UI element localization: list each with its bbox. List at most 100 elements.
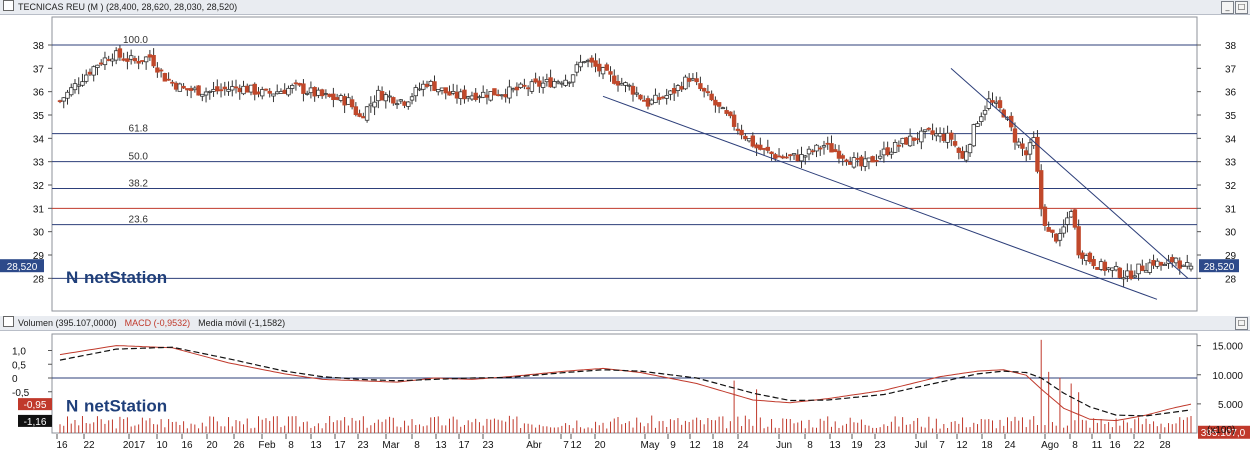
date-label: 2017 — [123, 440, 146, 451]
date-label: 8 — [807, 440, 813, 451]
candle-body — [499, 94, 505, 97]
candle-body — [304, 92, 310, 95]
candle-body — [1016, 141, 1021, 146]
candle-body — [297, 83, 302, 86]
candle-body — [956, 147, 962, 153]
candle-body — [200, 93, 205, 97]
candle-body — [949, 132, 954, 140]
candle-body — [705, 91, 711, 94]
price-plot-area — [51, 16, 1198, 312]
candle-body — [106, 59, 111, 61]
candle-body — [1177, 260, 1182, 269]
lower-trend-line — [602, 95, 1158, 300]
candle-body — [510, 88, 516, 91]
candle-body — [132, 58, 138, 62]
candle-body — [353, 106, 359, 115]
candle-body — [997, 100, 1003, 109]
candle-body — [1188, 265, 1194, 270]
candle-body — [795, 154, 800, 162]
date-label: 8 — [1072, 440, 1078, 451]
candle-body — [1012, 128, 1018, 143]
date-label: 24 — [737, 440, 749, 451]
candle-body — [278, 91, 284, 94]
y-tick-label-left: 32 — [33, 181, 45, 192]
candle-body — [1076, 226, 1081, 256]
candle-body — [761, 148, 767, 150]
candle-body — [686, 77, 692, 82]
candle-body — [671, 87, 677, 94]
candle-body — [967, 144, 973, 154]
candle-body — [1106, 267, 1111, 270]
candle-body — [907, 135, 913, 147]
candle-body — [222, 86, 227, 90]
y-tick-label-left: 34 — [33, 134, 45, 145]
date-label: May — [641, 440, 660, 451]
candle-body — [836, 150, 842, 159]
candle-body — [990, 100, 995, 103]
candle-body — [679, 86, 684, 90]
price-panel-title: TECNICAS REU (M ) (28,400, 28,620, 28,03… — [18, 2, 238, 12]
candle-body — [1095, 267, 1100, 270]
indicator-chart[interactable]: 1,0 0,5 0 -0,5 15.000 10.000 5.000 -0,95 -1,16 39… — [0, 331, 1250, 454]
y-tick-label-left: 29 — [33, 251, 45, 262]
candle-body — [728, 111, 733, 117]
netstation-logo-text: netStation — [84, 268, 167, 287]
candle-body — [226, 88, 231, 92]
candle-body — [716, 102, 722, 107]
macd-tick-label: 1,0 — [12, 347, 26, 358]
maximize-button[interactable]: □ — [1235, 1, 1248, 14]
price-chart[interactable]: 28 28 29 29 30 30 31 31 32 32 33 33 34 34 35 35 36 36 37 37… — [0, 15, 1250, 315]
candle-body — [529, 81, 535, 92]
candle-body — [559, 82, 565, 85]
candle-body — [95, 64, 100, 68]
minimize-button[interactable]: _ — [1221, 1, 1234, 14]
candle-body — [1091, 259, 1096, 267]
candle-body — [552, 81, 557, 88]
candle-body — [574, 64, 580, 73]
candle-body — [731, 114, 737, 127]
candle-body — [1181, 264, 1186, 267]
candle-body — [256, 91, 261, 95]
maximize-button-indicator[interactable]: □ — [1235, 317, 1248, 330]
candle-body — [754, 144, 759, 149]
candle-body — [975, 123, 980, 127]
macd-value-tag — [18, 398, 52, 411]
candle-body — [140, 60, 145, 62]
candle-body — [185, 88, 190, 91]
candle-body — [61, 97, 66, 102]
date-label: 7 — [563, 440, 569, 451]
candle-body — [1020, 143, 1025, 149]
candle-body — [885, 147, 890, 156]
candle-body — [379, 91, 385, 101]
last-value-label-right: 28,520 — [1204, 262, 1235, 273]
candle-body — [548, 77, 553, 88]
candle-body — [919, 130, 924, 143]
date-label: 12 — [689, 440, 701, 451]
candle-body — [945, 132, 950, 143]
macd-tick-label: -0,5 — [12, 388, 30, 399]
y-tick-label-right: 30 — [1225, 228, 1237, 239]
candle-body — [769, 151, 774, 155]
date-label: 9 — [670, 440, 676, 451]
candle-body — [349, 99, 355, 108]
candle-body — [398, 99, 403, 102]
candle-body — [829, 143, 834, 153]
date-label: 18 — [981, 440, 993, 451]
candle-body — [1173, 257, 1179, 264]
candle-body — [1035, 136, 1040, 172]
candle-body — [960, 150, 965, 159]
candle-body — [151, 55, 156, 67]
candle-body — [612, 75, 617, 84]
candle-body — [211, 88, 216, 92]
candle-body — [477, 96, 482, 99]
candle-body — [1024, 150, 1029, 156]
candle-body — [1113, 266, 1119, 271]
y-tick-label-right: 34 — [1225, 134, 1237, 145]
candle-body — [436, 89, 441, 93]
fibonacci-label: 50.0 — [129, 152, 149, 163]
candle-body — [128, 55, 134, 60]
candle-body — [851, 157, 857, 168]
candle-body — [466, 96, 471, 99]
candle-body — [1158, 261, 1164, 266]
candle-body — [372, 101, 377, 108]
